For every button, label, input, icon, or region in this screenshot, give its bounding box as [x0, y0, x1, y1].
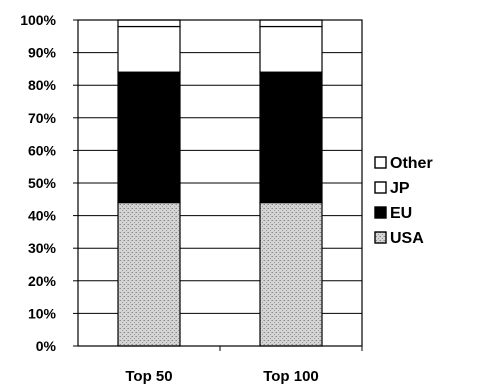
bar-segment-eu-0 — [117, 71, 181, 204]
bar-segment-usa-1 — [259, 201, 323, 347]
legend-label-usa: USA — [390, 230, 424, 247]
y-tick-label: 10% — [28, 305, 57, 321]
legend: Other JP EU USA — [374, 155, 433, 247]
y-tick-label: 90% — [28, 45, 57, 61]
bar-segment-other-0 — [117, 19, 181, 28]
y-tick-label: 80% — [28, 77, 57, 93]
axes — [73, 19, 363, 351]
legend-label-other: Other — [390, 155, 433, 172]
bar-segment-jp-1 — [259, 25, 323, 73]
legend-swatch-other — [374, 156, 387, 169]
bars — [117, 19, 323, 347]
y-tick-label: 50% — [28, 175, 57, 191]
y-tick-label: 40% — [28, 208, 57, 224]
bar-segment-jp-0 — [117, 25, 181, 73]
x-tick-label: Top 50 — [125, 368, 172, 385]
legend-swatch-eu — [374, 206, 387, 219]
y-tick-label: 60% — [28, 142, 57, 158]
legend-swatch-jp — [374, 181, 387, 194]
y-tick-label: 100% — [20, 12, 56, 28]
y-tick-label: 30% — [28, 240, 57, 256]
y-tick-label: 0% — [36, 338, 57, 354]
bar-segment-eu-1 — [259, 71, 323, 204]
bar-segment-usa-0 — [117, 201, 181, 347]
y-tick-label: 70% — [28, 110, 57, 126]
y-tick-label: 20% — [28, 273, 57, 289]
y-tick-labels: 0% 10% 20% 30% 40% 50% 60% 70% 80% 90% 100% — [20, 12, 56, 354]
legend-label-jp: JP — [390, 180, 410, 197]
bar-segment-other-1 — [259, 19, 323, 28]
x-tick-labels: Top 50 Top 100 — [125, 368, 318, 385]
legend-label-eu: EU — [390, 205, 412, 222]
legend-swatch-usa — [374, 231, 387, 244]
x-tick-label: Top 100 — [263, 368, 319, 385]
